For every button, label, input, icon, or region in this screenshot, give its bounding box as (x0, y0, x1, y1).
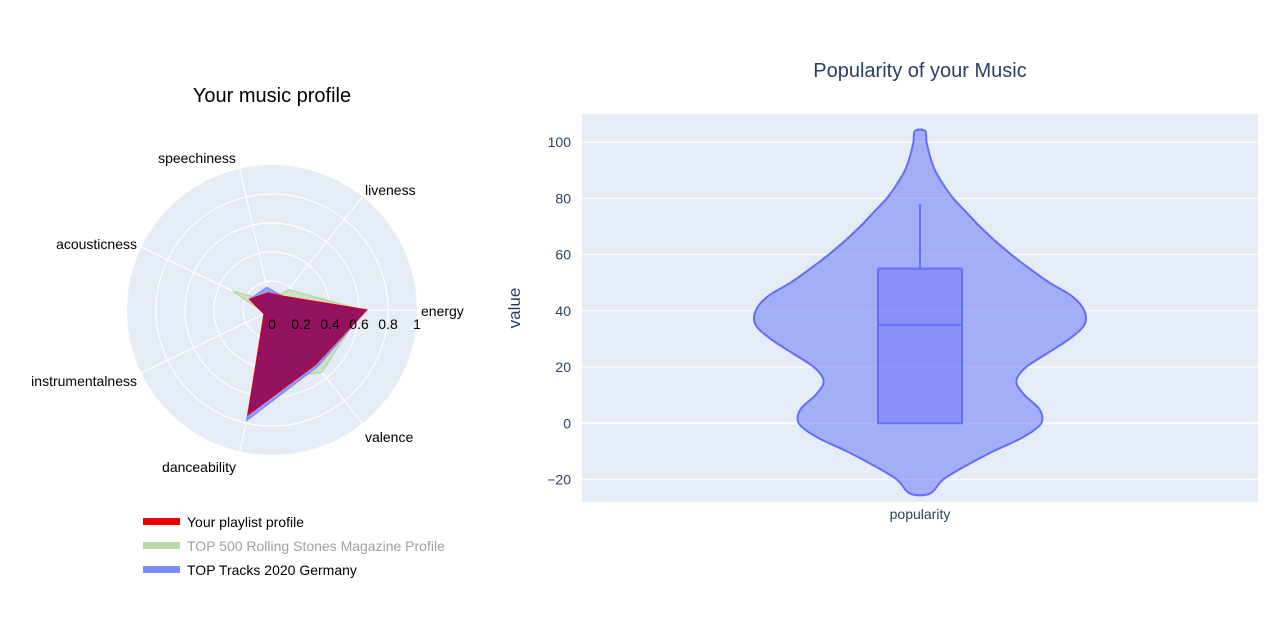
legend-item[interactable]: TOP 500 Rolling Stones Magazine Profile (143, 538, 445, 554)
legend-label: TOP Tracks 2020 Germany (187, 562, 357, 578)
radar-title: Your music profile (193, 85, 351, 107)
radar-axis-label-energy: energy (421, 303, 464, 319)
violin-y-tick-label: 100 (548, 134, 572, 150)
violin-y-tick-label: 60 (555, 247, 571, 263)
radar-axis-label-speechiness: speechiness (158, 150, 236, 166)
violin-body (753, 128, 1087, 497)
violin-y-ticks: 100 80 60 40 20 0 −20 (547, 134, 571, 487)
violin-y-tick-label: 40 (555, 303, 571, 319)
radar-axis-labels: energy liveness speechiness acousticness ins… (31, 150, 464, 475)
radar-radial-tick: 0 (268, 316, 276, 332)
radar-axis-label-instrumentalness: instrumentalness (31, 373, 137, 389)
violin-title: Popularity of your Music (813, 60, 1026, 82)
radar-radial-tick: 1 (413, 316, 421, 332)
radar-axis-label-acousticness: acousticness (56, 236, 137, 252)
legend-item[interactable]: TOP Tracks 2020 Germany (143, 562, 357, 578)
violin-shape[interactable] (753, 128, 1087, 497)
radar-radial-tick: 0.2 (291, 316, 311, 332)
legend-item[interactable]: Your playlist profile (143, 514, 304, 530)
radar-radial-tick: 0.8 (378, 316, 398, 332)
legend-swatch (143, 542, 180, 549)
radar-spoke-instrumentalness (141, 309, 273, 374)
violin-box[interactable] (877, 267, 963, 425)
radar-radial-tick: 0.6 (349, 316, 369, 332)
violin-chart: Popularity of your Music 100 80 60 40 20 0 −20… (505, 60, 1258, 522)
radar-overlap-area (248, 293, 367, 415)
violin-x-category-label: popularity (890, 506, 951, 522)
radar-chart: Your music profile energy liveness speechi… (31, 85, 464, 578)
radar-series (232, 286, 368, 423)
violin-y-tick-label: 0 (563, 415, 571, 431)
radar-radial-ticks: 0 0.2 0.4 0.6 0.8 1 (268, 316, 421, 332)
legend-swatch (143, 566, 180, 573)
violin-y-tick-label: 20 (555, 359, 571, 375)
radar-axis-label-danceability: danceability (162, 459, 236, 475)
violin-y-axis-label: value (505, 288, 524, 329)
violin-y-tick-label: −20 (547, 472, 571, 488)
legend-label: TOP 500 Rolling Stones Magazine Profile (187, 538, 445, 554)
radar-radial-tick: 0.4 (320, 316, 340, 332)
radar-axis-label-valence: valence (365, 429, 413, 445)
radar-legend[interactable]: Your playlist profile TOP 500 Rolling Sto… (143, 514, 445, 578)
legend-label: Your playlist profile (187, 514, 304, 530)
legend-swatch (143, 518, 180, 525)
radar-axis-label-liveness: liveness (365, 182, 416, 198)
violin-y-tick-label: 80 (555, 190, 571, 206)
radar-spoke-speechiness (239, 168, 273, 311)
